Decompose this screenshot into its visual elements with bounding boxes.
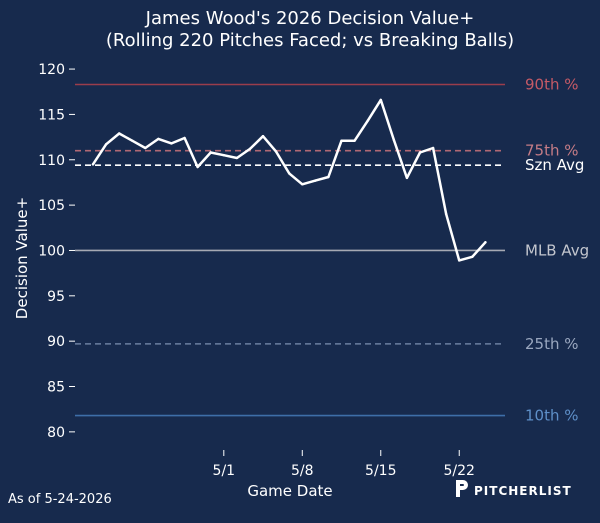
data-point: [131, 139, 134, 142]
data-point: [170, 142, 173, 145]
data-point: [314, 179, 317, 182]
data-point: [117, 132, 121, 135]
data-point: [104, 143, 108, 146]
data-point: [183, 136, 186, 140]
pitcherlist-logo-text: PITCHERLIST: [474, 484, 572, 498]
reference-lines: 90th % 75th %Szn Avg MLB Avg 25th % 10th %: [75, 75, 589, 425]
data-point: [340, 139, 343, 142]
data-point: [288, 172, 291, 175]
y-tick-label: 80: [47, 425, 65, 441]
data-point: [484, 241, 487, 244]
y-axis: 80 85 90 95 100 105 110 115 120: [38, 62, 75, 441]
as-of-date: As of 5-24-2026: [8, 492, 112, 507]
x-axis: 5/1 5/8 5/15 5/22: [213, 450, 475, 479]
x-tick-label: 5/22: [444, 463, 475, 479]
data-point: [471, 255, 474, 259]
data-point: [301, 183, 304, 186]
data-point: [366, 119, 369, 122]
x-tick-label: 5/8: [291, 463, 314, 479]
reference-label: Szn Avg: [525, 156, 584, 174]
data-point: [196, 165, 199, 169]
data-point: [157, 137, 160, 141]
y-tick-label: 115: [38, 107, 65, 123]
data-point: [222, 154, 225, 157]
reference-label: 25th %: [525, 335, 579, 353]
y-tick-label: 100: [38, 243, 65, 259]
x-axis-label: Game Date: [247, 482, 332, 500]
data-point: [392, 138, 396, 142]
x-tick-label: 5/1: [213, 463, 236, 479]
pitcherlist-logo-icon: [456, 480, 468, 497]
series-line: [91, 98, 487, 262]
data-point: [379, 98, 382, 102]
pitcherlist-logo: PITCHERLIST: [456, 480, 572, 498]
data-point: [418, 151, 422, 154]
reference-label: 10th %: [525, 407, 579, 425]
data-point: [91, 163, 95, 166]
data-point: [144, 146, 147, 150]
x-tick-label: 5/15: [365, 463, 396, 479]
data-point: [261, 134, 265, 138]
chart-subtitle: (Rolling 220 Pitches Faced; vs Breaking …: [106, 30, 514, 51]
reference-label: MLB Avg: [525, 241, 589, 259]
y-tick-label: 90: [47, 334, 65, 350]
data-point: [274, 150, 278, 153]
y-tick-label: 105: [38, 198, 65, 214]
data-point: [209, 151, 212, 154]
y-tick-label: 85: [47, 380, 65, 396]
reference-label: 75th %: [525, 142, 579, 160]
data-point: [248, 147, 252, 151]
data-point: [405, 176, 409, 180]
y-tick-label: 95: [47, 289, 65, 305]
data-point: [327, 175, 330, 179]
y-tick-label: 110: [38, 153, 65, 169]
y-tick-label: 120: [38, 62, 65, 78]
data-point: [353, 139, 356, 142]
series-layer: [91, 98, 487, 262]
data-point: [458, 259, 461, 262]
y-axis-label: Decision Value+: [13, 197, 31, 319]
data-point: [444, 212, 448, 216]
data-point: [431, 146, 435, 150]
chart-title: James Wood's 2026 Decision Value+: [145, 8, 475, 29]
data-point: [235, 156, 239, 160]
reference-label: 90th %: [525, 75, 579, 93]
